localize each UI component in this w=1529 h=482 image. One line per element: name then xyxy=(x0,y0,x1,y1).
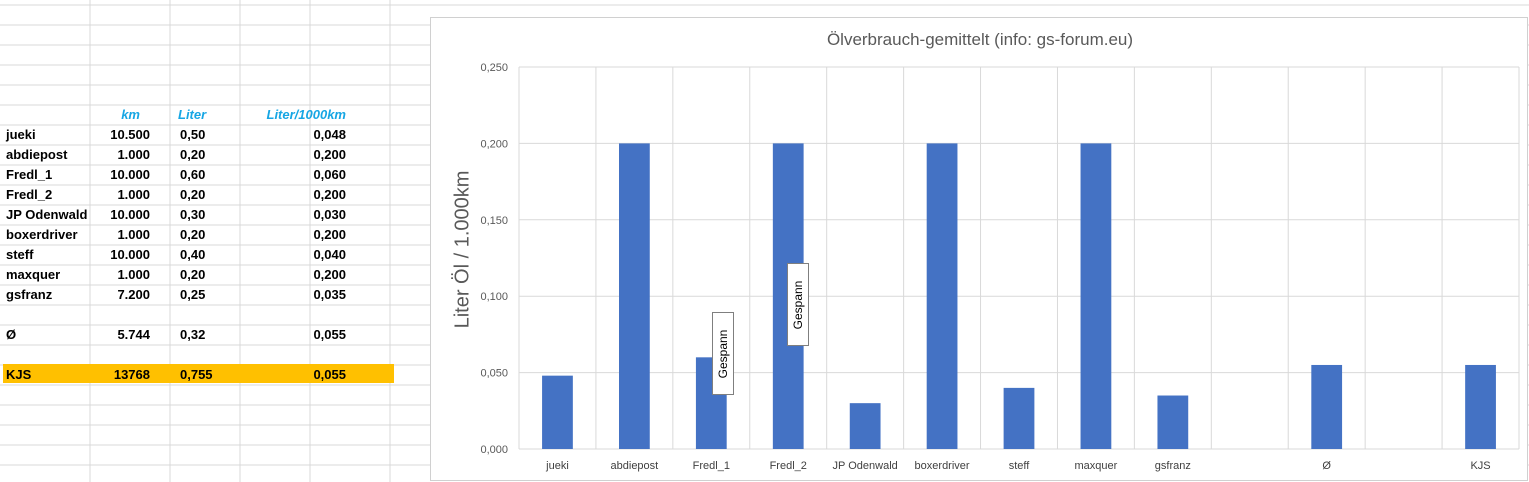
table-row-1-cell-liter[interactable]: 0,20 xyxy=(180,147,206,162)
header-liter[interactable]: Liter xyxy=(178,107,207,122)
header-liter-per-1000km[interactable]: Liter/1000km xyxy=(266,107,347,122)
table-row-8-cell-liter[interactable]: 0,25 xyxy=(180,287,206,302)
chart-x-tick-label: maxquer xyxy=(1075,460,1118,472)
table-row-7-cell-liter[interactable]: 0,20 xyxy=(180,267,206,282)
chart-x-tick-label: Fredl_2 xyxy=(770,460,807,472)
table-row-0-cell-ratio[interactable]: 0,048 xyxy=(313,127,346,142)
chart-panel[interactable]: 0,000 0,050 0,100 0,150 0,200 0,250 jueki abdie… xyxy=(430,17,1528,481)
table-row-3-cell-ratio[interactable]: 0,200 xyxy=(313,187,346,202)
table-row-0-cell-liter[interactable]: 0,50 xyxy=(180,127,206,142)
table-row-1-cell-name[interactable]: abdiepost xyxy=(6,147,68,162)
chart-x-tick-label: jueki xyxy=(545,460,569,472)
table-row-average-cell-km[interactable]: 5.744 xyxy=(117,327,150,342)
table-row-0-cell-km[interactable]: 10.500 xyxy=(110,127,150,142)
table-row-7-cell-km[interactable]: 1.000 xyxy=(117,267,150,282)
chart-title: Ölverbrauch-gemittelt (info: gs-forum.eu… xyxy=(826,30,1134,49)
table-row-8-cell-name[interactable]: gsfranz xyxy=(6,287,53,302)
table-row-5-cell-ratio[interactable]: 0,200 xyxy=(313,227,346,242)
table-row-8-cell-ratio[interactable]: 0,035 xyxy=(313,287,346,302)
chart-x-tick-label: KJS xyxy=(1470,460,1490,472)
chart-x-tick-label: abdiepost xyxy=(611,460,659,472)
table-row-3-cell-name[interactable]: Fredl_2 xyxy=(6,187,53,202)
table-row-average-cell-liter[interactable]: 0,32 xyxy=(180,327,206,342)
table-row-4-cell-km[interactable]: 10.000 xyxy=(110,207,150,222)
chart-bar-5 xyxy=(926,143,958,449)
header-km[interactable]: km xyxy=(121,107,140,122)
chart-x-tick-label: Fredl_1 xyxy=(693,460,730,472)
chart-y-tick-label: 0,200 xyxy=(480,138,508,150)
table-row-2-cell-name[interactable]: Fredl_1 xyxy=(6,167,53,182)
chart-canvas: 0,000 0,050 0,100 0,150 0,200 0,250 jueki abdie… xyxy=(480,62,1520,472)
table-row-5-cell-liter[interactable]: 0,20 xyxy=(180,227,206,242)
table-row-5-cell-name[interactable]: boxerdriver xyxy=(6,227,78,242)
table-row-2-cell-km[interactable]: 10.000 xyxy=(110,167,150,182)
chart-bar-4 xyxy=(849,403,881,449)
chart-bar-10 xyxy=(1311,364,1343,449)
chart-bar-7 xyxy=(1080,143,1112,449)
chart-x-tick-label: gsfranz xyxy=(1155,460,1191,472)
chart-y-tick-label: 0,100 xyxy=(480,291,508,303)
table-row-0-cell-name[interactable]: jueki xyxy=(6,127,36,142)
annotation-text: Gespann xyxy=(791,280,805,329)
chart-y-tick-label: 0,000 xyxy=(480,444,508,456)
chart-y-tick-label: 0,150 xyxy=(480,215,508,227)
table-row-8-cell-km[interactable]: 7.200 xyxy=(117,287,150,302)
table-row-kjs-cell-ratio[interactable]: 0,055 xyxy=(313,367,346,382)
chart-bar-0 xyxy=(542,375,573,449)
table-row-6-cell-liter[interactable]: 0,40 xyxy=(180,247,206,262)
chart-annotation-gespann-fredl2[interactable]: Gespann xyxy=(787,263,809,346)
table-row-6-cell-ratio[interactable]: 0,040 xyxy=(313,247,346,262)
table-row-2-cell-liter[interactable]: 0,60 xyxy=(180,167,206,182)
chart-bar-6 xyxy=(1003,387,1035,449)
chart-bar-8 xyxy=(1157,395,1189,449)
table-row-4-cell-liter[interactable]: 0,30 xyxy=(180,207,206,222)
table-row-average-cell-ratio[interactable]: 0,055 xyxy=(313,327,346,342)
table-row-2-cell-ratio[interactable]: 0,060 xyxy=(313,167,346,182)
table-row-4-cell-name[interactable]: JP Odenwald xyxy=(6,207,88,222)
chart-bar-1 xyxy=(619,143,650,449)
table-row-7-cell-ratio[interactable]: 0,200 xyxy=(313,267,346,282)
table-row-3-cell-liter[interactable]: 0,20 xyxy=(180,187,206,202)
table-row-7-cell-name[interactable]: maxquer xyxy=(6,267,61,282)
table-row-6-cell-name[interactable]: steff xyxy=(6,247,34,262)
chart-y-tick-label: 0,050 xyxy=(480,368,508,380)
table-row-3-cell-km[interactable]: 1.000 xyxy=(117,187,150,202)
annotation-text: Gespann xyxy=(716,329,730,378)
chart-x-tick-label: steff xyxy=(1009,460,1031,472)
chart-bar-12 xyxy=(1465,364,1496,449)
table-row-kjs-cell-km[interactable]: 13768 xyxy=(113,367,150,382)
chart-x-tick-label: JP Odenwald xyxy=(833,460,898,472)
table-row-average-cell-name[interactable]: Ø xyxy=(6,327,17,342)
table-row-kjs-cell-name[interactable]: KJS xyxy=(6,367,32,382)
table-row-5-cell-km[interactable]: 1.000 xyxy=(117,227,150,242)
chart-y-axis-label: Liter Öl / 1.000km xyxy=(451,170,474,329)
chart-x-tick-label: boxerdriver xyxy=(915,460,970,472)
chart-y-tick-label: 0,250 xyxy=(480,62,508,74)
chart-x-tick-label: Ø xyxy=(1322,460,1331,472)
table-row-1-cell-ratio[interactable]: 0,200 xyxy=(313,147,346,162)
table-row-6-cell-km[interactable]: 10.000 xyxy=(110,247,150,262)
chart-annotation-gespann-fredl1[interactable]: Gespann xyxy=(712,312,734,395)
kjs-highlight-row xyxy=(3,364,394,383)
table-row-1-cell-km[interactable]: 1.000 xyxy=(117,147,150,162)
table-row-kjs-cell-liter[interactable]: 0,755 xyxy=(180,367,213,382)
table-row-4-cell-ratio[interactable]: 0,030 xyxy=(313,207,346,222)
